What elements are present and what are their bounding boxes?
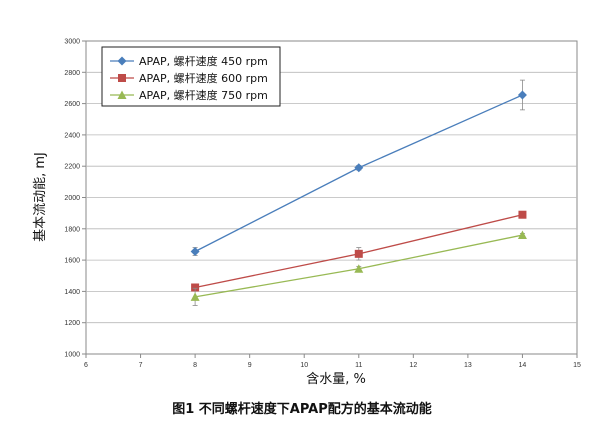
x-tick-label: 6 <box>84 362 88 369</box>
series-2 <box>191 210 527 292</box>
y-axis-title: 基本流动能, mJ <box>33 152 48 242</box>
data-point <box>517 90 527 100</box>
data-point <box>518 210 527 219</box>
legend: APAP, 螺杆速度 450 rpm APAP, 螺杆速度 600 rpm APAP… <box>101 46 281 107</box>
y-tick-label: 2200 <box>64 164 80 171</box>
x-tick-label: 13 <box>464 362 472 369</box>
y-tick-label: 2000 <box>64 195 80 202</box>
y-tick-label: 1600 <box>64 258 80 265</box>
series-3 <box>190 230 527 306</box>
data-point <box>191 283 200 292</box>
legend-box <box>101 46 281 107</box>
legend-marker <box>117 56 127 66</box>
data-point <box>354 264 364 273</box>
legend-label: APAP, 螺杆速度 750 rpm <box>139 88 268 102</box>
y-tick-label: 1800 <box>64 226 80 233</box>
data-point <box>517 230 527 240</box>
figure-caption: 图1 不同螺杆速度下APAP配方的基本流动能 <box>172 401 432 417</box>
y-tick-label: 2400 <box>64 132 80 139</box>
y-tick-label: 2800 <box>64 70 80 77</box>
y-axis-ticks: 1000 1200 1400 1600 1800 2000 2200 2400 2600 2800… <box>64 39 86 359</box>
x-tick-label: 15 <box>573 362 581 369</box>
x-tick-label: 10 <box>300 362 308 369</box>
y-tick-label: 1000 <box>64 352 80 359</box>
y-tick-label: 1200 <box>64 320 80 327</box>
legend-label: APAP, 螺杆速度 600 rpm <box>139 71 268 85</box>
y-tick-label: 1400 <box>64 289 80 296</box>
y-tick-label: 2600 <box>64 101 80 108</box>
y-tick-label: 3000 <box>64 39 80 46</box>
x-axis-title: 含水量, % <box>306 371 366 387</box>
data-point <box>354 249 363 258</box>
x-tick-label: 7 <box>139 362 143 369</box>
x-tick-label: 8 <box>193 362 197 369</box>
legend-marker <box>117 90 127 99</box>
legend-label: APAP, 螺杆速度 450 rpm <box>139 54 268 68</box>
data-point <box>190 246 200 256</box>
x-tick-label: 12 <box>409 362 417 369</box>
legend-marker <box>118 74 126 82</box>
series-group <box>190 79 527 306</box>
series-1 <box>190 79 527 256</box>
data-point <box>190 292 200 301</box>
x-tick-label: 11 <box>355 362 362 369</box>
data-point <box>354 163 364 173</box>
x-tick-label: 14 <box>519 362 527 369</box>
x-tick-label: 9 <box>248 362 252 369</box>
x-axis-ticks: 6 7 8 9 10 11 12 13 14 15 <box>84 354 581 369</box>
